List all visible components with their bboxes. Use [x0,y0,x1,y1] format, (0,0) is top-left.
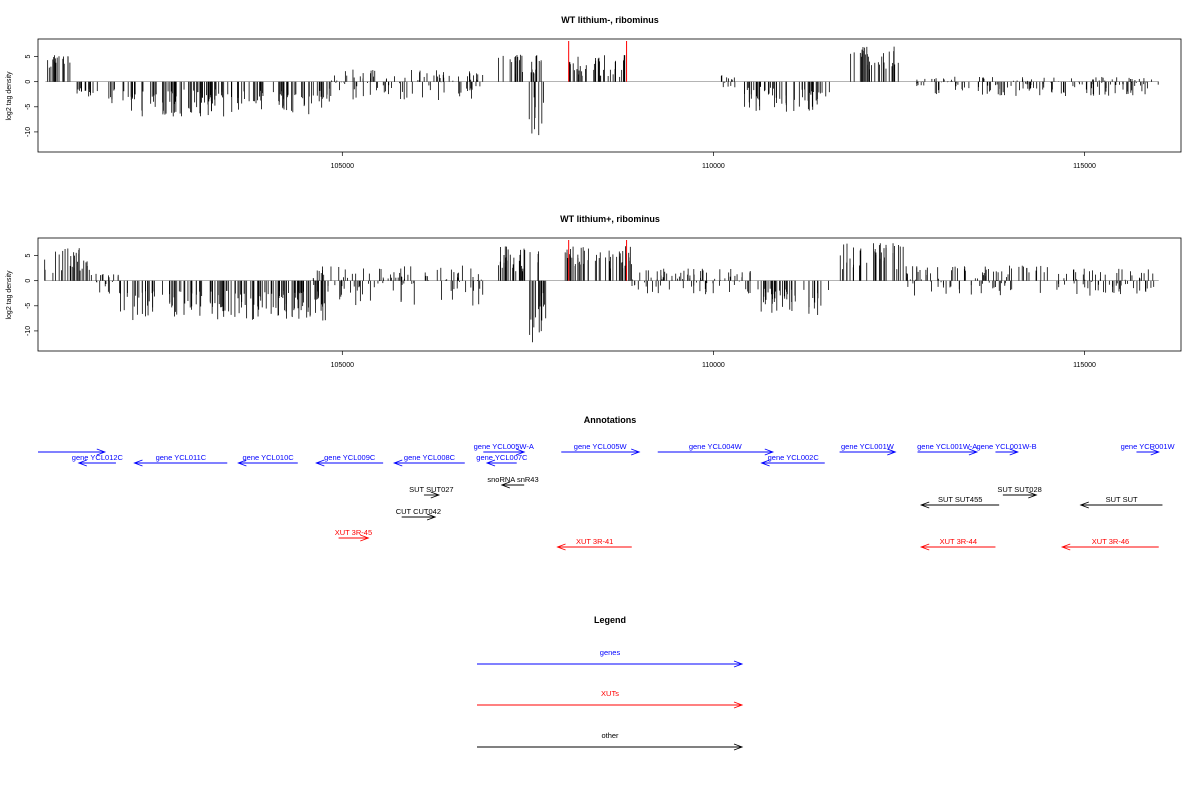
plot-frame [37,237,1182,352]
ticks: 5 0 -5 -10 105000 110000 115000 [25,254,1096,369]
feature-label: gene YCL001W-B [976,442,1036,451]
feature-other-arrow: SUT SUT028 [997,485,1042,499]
legend-xut-arrow: XUTs [477,689,744,709]
x-tick-label: 110000 [702,362,725,369]
feature-label: gene YCL012C [72,453,124,462]
bars [44,240,1159,343]
feature-label: SUT SUT455 [938,495,982,504]
y-tick-label: 0 [25,80,32,84]
feature-xut-arrow: XUT 3R-41 [556,537,632,551]
y-tick-label: -10 [25,326,32,336]
feature-other-arrow: SUT SUT455 [919,495,1000,509]
feature-label: gene YCL008C [404,453,456,462]
x-tick-label: 115000 [1073,163,1096,170]
feature-gene-arrow: gene YCR001W [1121,442,1176,456]
feature-label: XUT 3R-46 [1092,537,1129,546]
feature-gene-arrow: gene YCL001W [839,442,897,456]
feature-label: XUT 3R-44 [940,537,977,546]
feature-other-arrow: SUT SUT [1079,495,1163,509]
panel-lithium-minus: WT lithium-, ribominus log2 tag density … [6,15,1182,170]
feature-gene-arrow: gene YCL002C [760,453,825,467]
y-tick-label: 5 [25,254,32,258]
plot-frame [37,38,1182,153]
feature-label: gene YCR001W [1121,442,1176,451]
panel-lithium-plus: WT lithium+, ribominus log2 tag density … [6,214,1182,369]
y-axis-label: log2 tag density [6,71,13,121]
feature-gene-arrow: gene YCL007C [476,453,528,467]
x-tick-label: 110000 [702,163,725,170]
feature-label: gene YCL001W-A [917,442,977,451]
legend-other-arrow: other [477,731,744,751]
legend-label: other [601,731,619,740]
feature-label: XUT 3R-45 [335,528,372,537]
ticks: 5 0 -5 -10 105000 110000 115000 [25,55,1096,170]
panel-title: WT lithium-, ribominus [561,15,659,25]
feature-gene-arrow: gene YCL005W-A [474,442,534,456]
panel-title: WT lithium+, ribominus [560,214,660,224]
y-tick-label: 5 [25,55,32,59]
feature-gene-arrow: gene YCL010C [237,453,298,467]
feature-xut-arrow: XUT 3R-45 [335,528,372,542]
feature-label: SUT SUT027 [409,485,453,494]
feature-label: gene YCL005W-A [474,442,534,451]
feature-gene-arrow: gene YCL011C [133,453,228,467]
feature-label: gene YCL007C [476,453,528,462]
feature-other-arrow: SUT SUT027 [409,485,454,499]
feature-xut-arrow: XUT 3R-46 [1060,537,1159,551]
x-tick-label: 115000 [1073,362,1096,369]
legend-label: XUTs [601,689,619,698]
feature-label: gene YCL001W [841,442,895,451]
feature-label: gene YCL009C [324,453,376,462]
feature-gene-arrow: gene YCL001W-B [976,442,1037,456]
legend-label: genes [600,648,621,657]
feature-other-arrow: snoRNA snR43 [487,475,539,489]
feature-label: SUT SUT [1106,495,1138,504]
features: gene YCL012C gene YCL011C gene YCL010C gene… [38,442,1176,551]
legend: Legend genes XUTs other [477,615,744,751]
y-tick-label: -10 [25,127,32,137]
feature-label: gene YCL010C [243,453,295,462]
feature-label: gene YCL002C [768,453,820,462]
feature-gene-arrow: gene YCL012C [72,453,124,467]
y-axis-label: log2 tag density [6,270,13,320]
feature-gene-arrow [38,448,107,456]
legend-gene-arrow: genes [477,648,744,668]
x-tick-label: 105000 [331,362,354,369]
feature-gene-arrow: gene YCL004W [657,442,775,456]
feature-label: gene YCL004W [689,442,743,451]
annotations-track: Annotations gene YCL012C gene YCL011C gene… [38,415,1176,551]
feature-gene-arrow: gene YCL009C [315,453,384,467]
feature-gene-arrow: gene YCL001W-A [917,442,979,456]
feature-label: gene YCL005W [574,442,628,451]
feature-gene-arrow: gene YCL008C [392,453,465,467]
feature-gene-arrow: gene YCL005W [561,442,641,456]
feature-label: XUT 3R-41 [576,537,613,546]
feature-xut-arrow: XUT 3R-44 [919,537,996,551]
feature-label: CUT CUT042 [396,507,441,516]
y-tick-label: -5 [25,104,32,110]
feature-label: SUT SUT028 [997,485,1041,494]
bars [45,41,1159,136]
x-tick-label: 105000 [331,163,354,170]
feature-label: snoRNA snR43 [487,475,538,484]
feature-other-arrow: CUT CUT042 [396,507,441,521]
legend-entries: genes XUTs other [477,648,744,751]
feature-label: gene YCL011C [156,453,207,462]
y-tick-label: -5 [25,303,32,309]
annotations-title: Annotations [584,415,637,425]
legend-title: Legend [594,615,626,625]
y-tick-label: 0 [25,279,32,283]
